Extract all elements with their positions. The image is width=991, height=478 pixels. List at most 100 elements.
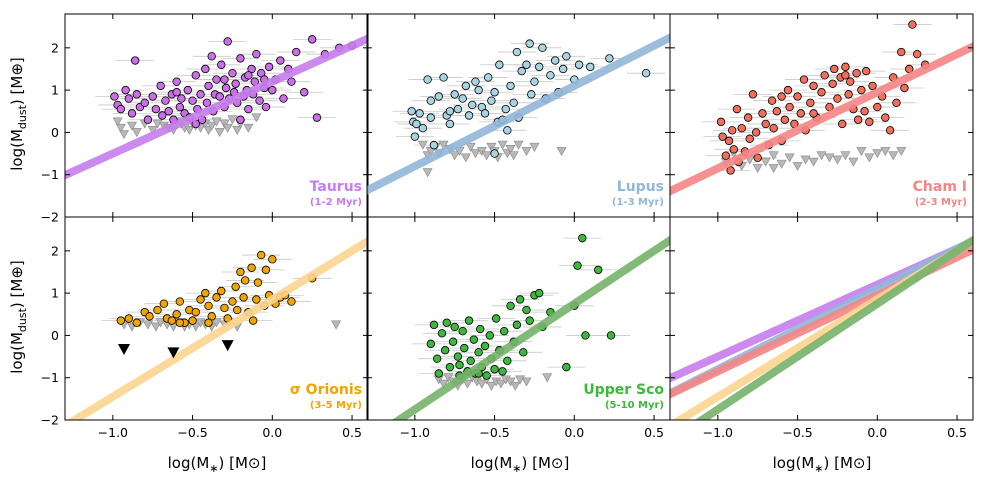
panel-1-point <box>268 85 277 95</box>
panel-5-point <box>491 314 501 323</box>
y-tick-label: 2 <box>51 40 59 55</box>
panel-1-upper-limit <box>126 121 137 131</box>
panel-3-point <box>780 115 790 124</box>
panel-1-point <box>215 92 224 101</box>
x-tick-label: 0.0 <box>867 425 887 440</box>
panel-3-point <box>852 69 861 78</box>
panel-5-fit-line <box>391 235 670 420</box>
panel-2-point <box>458 94 467 103</box>
panel-1-point <box>188 96 197 105</box>
panel-4-upper-limit <box>142 320 153 330</box>
panel-3-point <box>751 128 761 137</box>
panel-1-upper-limit <box>115 123 126 133</box>
panel-2-point <box>509 98 518 108</box>
panel-3-fit-line <box>670 42 973 196</box>
panel-1-point <box>279 94 288 103</box>
panel-5-point <box>499 326 509 336</box>
panel-5-point <box>445 362 455 372</box>
panel-4-point <box>236 267 245 277</box>
panel-3-point <box>820 71 829 80</box>
panel-3-point <box>881 113 890 122</box>
panel-5-upper-limit <box>462 379 473 389</box>
panel-2-point <box>453 104 463 114</box>
panel-5-upper-limit <box>495 379 506 389</box>
panel-2-point <box>468 100 477 110</box>
panel-3-point <box>769 123 778 133</box>
panel-3-point <box>796 109 805 118</box>
panel-4-point <box>172 310 181 319</box>
panel-2-point <box>474 85 483 95</box>
panel-1-point <box>172 88 181 97</box>
panel-1-point <box>127 109 137 118</box>
panel-3-point <box>729 145 738 154</box>
panel-2-point <box>471 77 480 86</box>
panel-3-point <box>857 85 866 95</box>
panel-5-point <box>581 331 590 340</box>
panel-3-point <box>838 119 847 129</box>
panel-3-upper-limit <box>760 157 771 167</box>
panel-3-point <box>777 92 786 101</box>
panel-3-upper-limit <box>880 147 891 157</box>
panel-5-point <box>476 324 485 334</box>
panel-4-point <box>175 318 185 327</box>
panel-5-point <box>519 348 528 357</box>
panel-5-point <box>466 356 475 365</box>
panel-2-point <box>412 119 421 129</box>
panel-5-point <box>474 348 483 357</box>
panel-2-fit-line <box>367 33 670 195</box>
x-tick-label: 0.0 <box>262 425 282 440</box>
panel-3-point <box>799 75 809 84</box>
panel-2-upper-limit <box>481 151 492 161</box>
panel-2-point <box>484 73 493 82</box>
panel-1-point <box>244 104 253 114</box>
panel-6-frame <box>669 216 974 421</box>
panel-4-point <box>124 314 133 323</box>
panel-3-upper-limit <box>896 147 907 157</box>
panel-3-upper-limit <box>856 147 867 157</box>
panel-3-point <box>727 126 737 135</box>
panel-5-upper-limit <box>486 381 497 391</box>
panel-3-point <box>908 20 917 29</box>
x-axis-label-col1: log(M∗) [M⊙] <box>168 454 267 475</box>
panel-2-point <box>423 75 432 84</box>
panel-1-point <box>307 35 317 44</box>
panel-3-point <box>846 77 855 86</box>
panel-1-point <box>177 94 186 103</box>
panel-5-point <box>525 316 534 325</box>
panel-1-age-label: (1-2 Myr) <box>310 197 362 208</box>
panel-2-point <box>429 140 439 150</box>
panel-1-point <box>158 111 167 120</box>
y-tick-label: 0 <box>51 328 59 343</box>
panel-1-point <box>175 102 185 112</box>
panel-2-upper-limit <box>470 149 481 159</box>
panel-4-point <box>132 318 141 327</box>
panel-2-point <box>445 107 455 116</box>
panel-5-upper-limit <box>542 373 553 383</box>
panel-3-point <box>806 98 815 108</box>
panel-3-point <box>868 81 877 91</box>
panel-4-point <box>228 297 237 306</box>
panel-5-point <box>506 301 515 311</box>
panel-1-upper-limit <box>214 128 225 138</box>
panel-3-point <box>817 88 826 97</box>
panel-3-upper-limit <box>840 151 851 161</box>
panel-1-point <box>204 81 213 91</box>
panel-2-age-label: (1-3 Myr) <box>612 197 664 208</box>
panel-1-point <box>212 75 221 84</box>
panel-3-point <box>830 64 839 74</box>
panel-4-fit-line <box>67 236 368 420</box>
panel-2-upper-limit <box>513 140 524 150</box>
x-tick-label: −1.0 <box>703 425 733 440</box>
panel-3-point <box>716 117 726 127</box>
panel-2-plot-area <box>367 33 670 195</box>
panel-3-upper-limit <box>784 153 795 163</box>
panel-4-upper-limit <box>211 318 222 328</box>
panel-5-point <box>578 233 587 243</box>
panel-5-point <box>606 331 616 340</box>
panel-1-point <box>276 56 285 65</box>
panel-5-point <box>480 341 490 351</box>
panel-2-point <box>495 60 504 69</box>
panel-5-point <box>426 339 435 349</box>
panel-1-point <box>255 96 264 105</box>
